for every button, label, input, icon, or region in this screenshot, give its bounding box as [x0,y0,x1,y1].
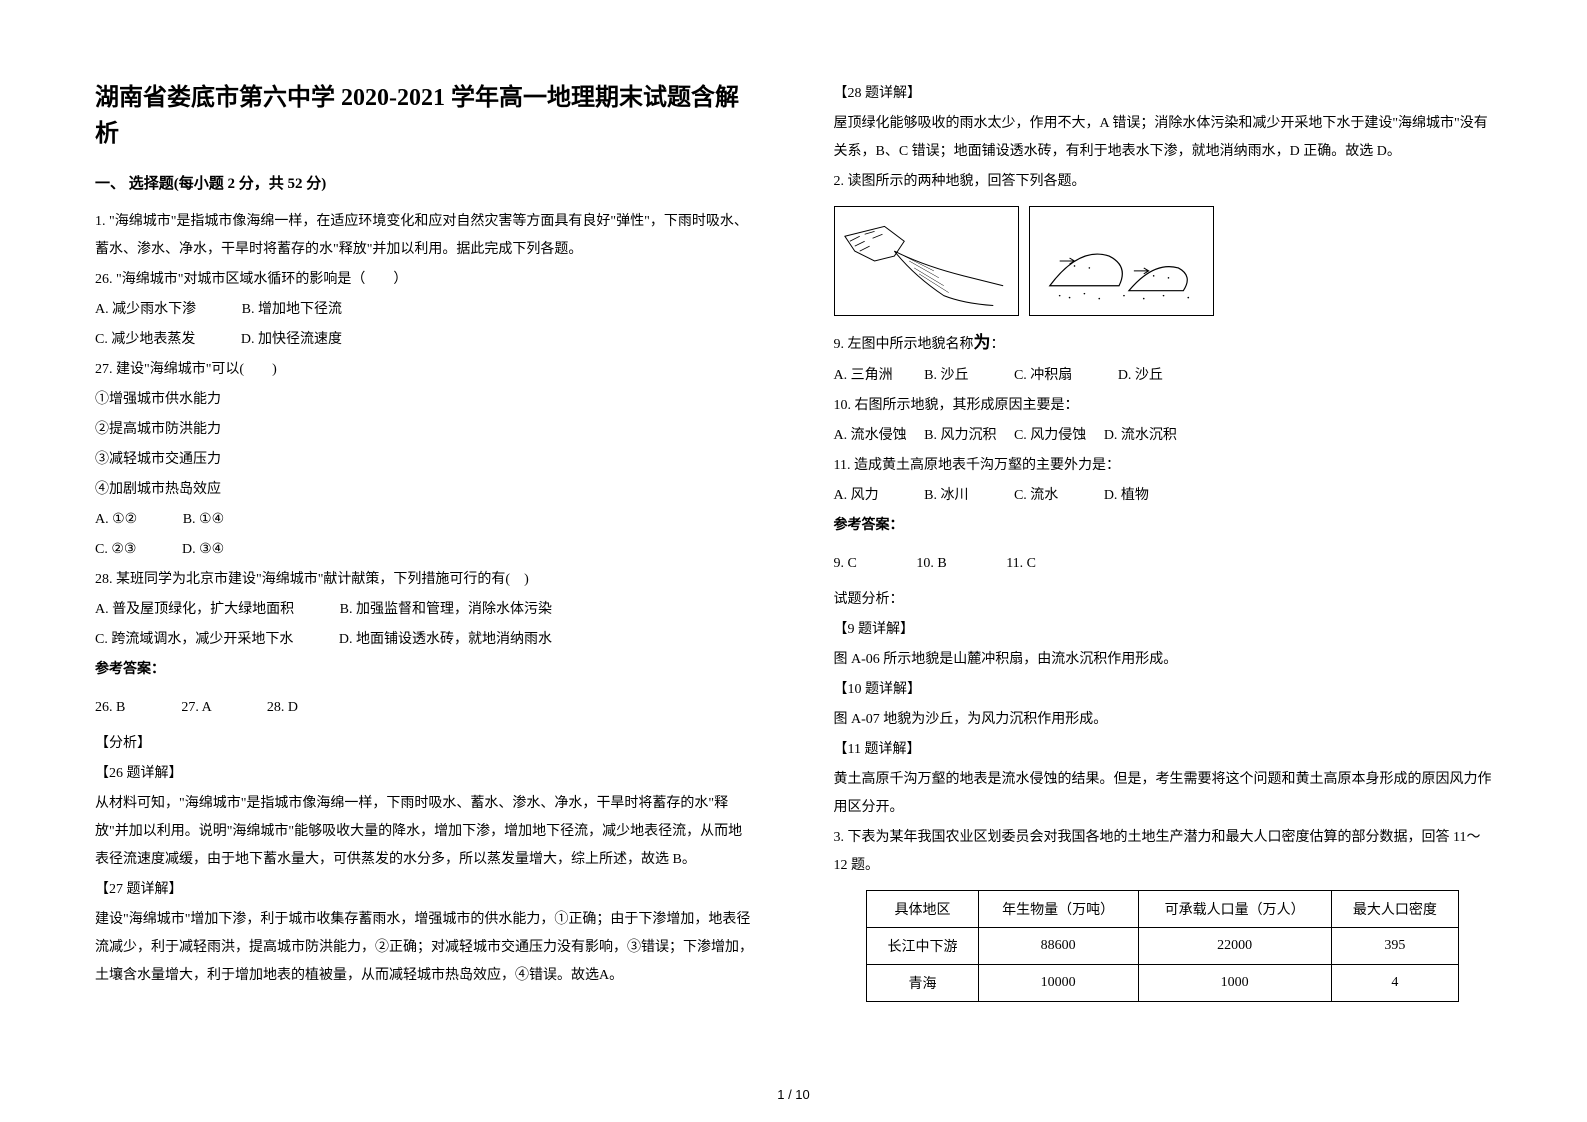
table-cell: 22000 [1138,928,1331,965]
right-column: 【28 题详解】 屋顶绿化能够吸收的雨水太少，作用不大，A 错误；消除水体污染和… [834,80,1493,1082]
q9-text-p2: 为 [974,333,991,352]
q10-opt-c: C. 风力侵蚀 [1014,428,1086,443]
q9-detail: 图 A-06 所示地貌是山麓冲积扇，由流水沉积作用形成。 [834,646,1493,674]
q27-opt-c: C. ②③ [95,542,136,557]
q27-text: 27. 建设"海绵城市"可以( ) [95,356,754,384]
analysis-label-2: 试题分析： [834,586,1493,614]
q10-opt-b: B. 风力沉积 [924,428,996,443]
q28-options-cd: C. 跨流域调水，减少开采地下水 D. 地面铺设透水砖，就地消纳雨水 [95,626,754,654]
q28-opt-b: B. 加强监督和管理，消除水体污染 [340,602,552,617]
q27-opt-1: ①增强城市供水能力 [95,386,754,414]
section-1-title: 一、 选择题(每小题 2 分，共 52 分) [95,172,754,193]
q10-text: 10. 右图所示地貌，其形成原因主要是： [834,392,1493,420]
table-header-row: 具体地区 年生物量（万吨） 可承载人口量（万人） 最大人口密度 [867,891,1459,928]
q27-opt-3: ③减轻城市交通压力 [95,446,754,474]
data-table: 具体地区 年生物量（万吨） 可承载人口量（万人） 最大人口密度 长江中下游 88… [866,890,1459,1002]
sand-dune-diagram [1029,206,1214,316]
analysis-label-1: 【分析】 [95,730,754,758]
q11-opt-c: C. 流水 [1014,488,1058,503]
q11-detail: 黄土高原千沟万壑的地表是流水侵蚀的结果。但是，考生需要将这个问题和黄土高原本身形… [834,766,1493,822]
q27-opt-2: ②提高城市防洪能力 [95,416,754,444]
q9-opt-c: C. 冲积扇 [1014,368,1072,383]
q26-opt-c: C. 减少地表蒸发 [95,332,195,347]
q10-opt-a: A. 流水侵蚀 [834,428,907,443]
q27-detail-label: 【27 题详解】 [95,876,754,904]
table-cell: 88600 [978,928,1138,965]
table-header: 年生物量（万吨） [978,891,1138,928]
q9-opt-d: D. 沙丘 [1118,368,1163,383]
ans-9: 9. C [834,556,857,571]
table-cell: 4 [1331,965,1458,1002]
q27-detail: 建设"海绵城市"增加下渗，利于城市收集存蓄雨水，增强城市的供水能力，①正确；由于… [95,906,754,990]
q9-text-p3: ： [991,337,1005,352]
q9-opt-b: B. 沙丘 [924,368,968,383]
table-cell: 长江中下游 [867,928,978,965]
q26-opt-d: D. 加快径流速度 [241,332,342,347]
q28-opt-c: C. 跨流域调水，减少开采地下水 [95,632,293,647]
table-cell: 10000 [978,965,1138,1002]
q11-detail-label: 【11 题详解】 [834,736,1493,764]
q28-detail-label: 【28 题详解】 [834,80,1493,108]
table-header: 可承载人口量（万人） [1138,891,1331,928]
q27-opt-d: D. ③④ [182,542,224,557]
ans-11: 11. C [1006,556,1036,571]
table-row: 青海 10000 1000 4 [867,965,1459,1002]
q10-detail-label: 【10 题详解】 [834,676,1493,704]
answers-26-28: 26. B 27. A 28. D [95,694,754,722]
q27-opt-4: ④加剧城市热岛效应 [95,476,754,504]
q26-text: 26. "海绵城市"对城市区域水循环的影响是（ ） [95,266,754,294]
q28-text: 28. 某班同学为北京市建设"海绵城市"献计献策，下列措施可行的有( ) [95,566,754,594]
table-header: 最大人口密度 [1331,891,1458,928]
q11-options: A. 风力 B. 冰川 C. 流水 D. 植物 [834,482,1493,510]
alluvial-fan-diagram [834,206,1019,316]
main-title: 湖南省娄底市第六中学 2020-2021 学年高一地理期末试题含解析 [95,80,754,152]
ans-10: 10. B [916,556,946,571]
q2-intro: 2. 读图所示的两种地貌，回答下列各题。 [834,168,1493,196]
q28-options-ab: A. 普及屋顶绿化，扩大绿地面积 B. 加强监督和管理，消除水体污染 [95,596,754,624]
table-header: 具体地区 [867,891,978,928]
q27-options-ab: A. ①② B. ①④ [95,506,754,534]
q27-opt-a: A. ①② [95,512,137,527]
table-cell: 青海 [867,965,978,1002]
q27-options-cd: C. ②③ D. ③④ [95,536,754,564]
table-row: 长江中下游 88600 22000 395 [867,928,1459,965]
q26-opt-b: B. 增加地下径流 [242,302,342,317]
q9-detail-label: 【9 题详解】 [834,616,1493,644]
q10-options: A. 流水侵蚀 B. 风力沉积 C. 风力侵蚀 D. 流水沉积 [834,422,1493,450]
q10-opt-d: D. 流水沉积 [1104,428,1177,443]
q26-opt-a: A. 减少雨水下渗 [95,302,196,317]
answer-label-2: 参考答案： [834,512,1493,540]
q9-text: 9. 左图中所示地貌名称为： [834,326,1493,360]
table-cell: 395 [1331,928,1458,965]
q11-opt-b: B. 冰川 [924,488,968,503]
answer-label-1: 参考答案： [95,656,754,684]
q28-detail: 屋顶绿化能够吸收的雨水太少，作用不大，A 错误；消除水体污染和减少开采地下水于建… [834,110,1493,166]
q11-opt-a: A. 风力 [834,488,879,503]
q26-options-ab: A. 减少雨水下渗 B. 增加地下径流 [95,296,754,324]
q3-intro: 3. 下表为某年我国农业区划委员会对我国各地的土地生产潜力和最大人口密度估算的部… [834,824,1493,880]
q1-intro: 1. "海绵城市"是指城市像海绵一样，在适应环境变化和应对自然灾害等方面具有良好… [95,208,754,264]
q9-opt-a: A. 三角洲 [834,368,893,383]
q10-detail: 图 A-07 地貌为沙丘，为风力沉积作用形成。 [834,706,1493,734]
table-cell: 1000 [1138,965,1331,1002]
answers-9-11: 9. C 10. B 11. C [834,550,1493,578]
page-number: 1 / 10 [777,1087,810,1102]
q9-options: A. 三角洲 B. 沙丘 C. 冲积扇 D. 沙丘 [834,362,1493,390]
q27-opt-b: B. ①④ [183,512,224,527]
q26-detail: 从材料可知，"海绵城市"是指城市像海绵一样，下雨时吸水、蓄水、渗水、净水，干旱时… [95,790,754,874]
q11-opt-d: D. 植物 [1104,488,1149,503]
q28-opt-a: A. 普及屋顶绿化，扩大绿地面积 [95,602,294,617]
q26-options-cd: C. 减少地表蒸发 D. 加快径流速度 [95,326,754,354]
diagram-row [834,206,1493,316]
left-column: 湖南省娄底市第六中学 2020-2021 学年高一地理期末试题含解析 一、 选择… [95,80,754,1082]
q28-opt-d: D. 地面铺设透水砖，就地消纳雨水 [339,632,552,647]
q11-text: 11. 造成黄土高原地表千沟万壑的主要外力是： [834,452,1493,480]
q9-text-p1: 9. 左图中所示地貌名称 [834,337,974,352]
q26-detail-label: 【26 题详解】 [95,760,754,788]
